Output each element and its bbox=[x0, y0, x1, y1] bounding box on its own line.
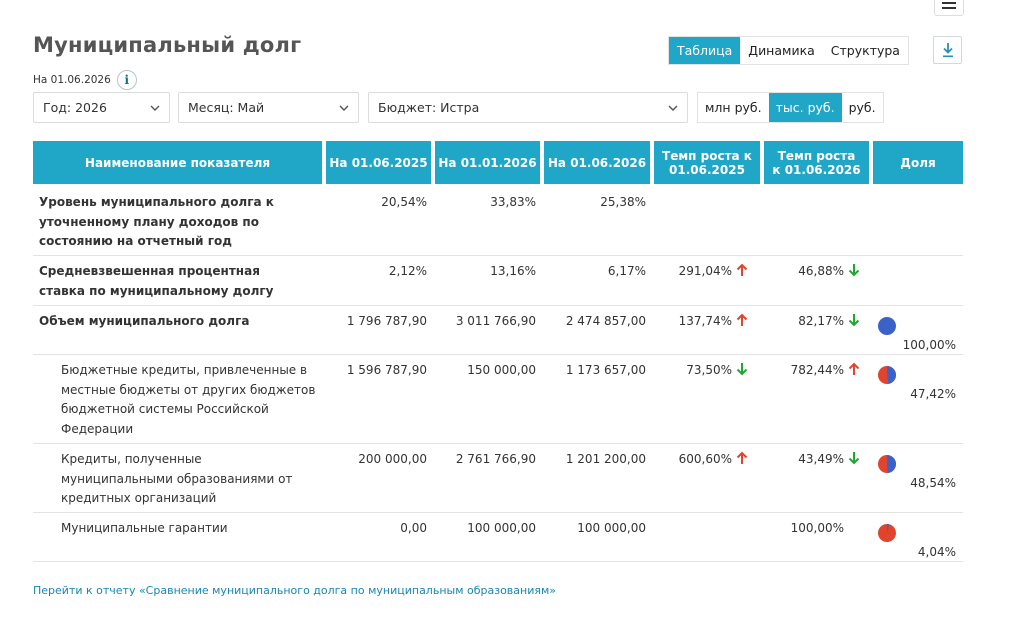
growth-value: 100,00% bbox=[790, 521, 844, 535]
menu-button[interactable] bbox=[934, 0, 964, 16]
indicator-name: Уровень муниципального долга к уточненно… bbox=[39, 195, 274, 248]
value-cell: 2,12% bbox=[388, 264, 427, 278]
download-icon bbox=[942, 43, 953, 58]
header-2025: На 01.06.2025 bbox=[326, 141, 431, 184]
growth-cell: 600,60% bbox=[644, 450, 748, 470]
month-select[interactable]: Месяц: Май bbox=[178, 92, 359, 123]
indicator-name: Муниципальные гарантии bbox=[61, 521, 228, 535]
row-divider bbox=[33, 255, 963, 256]
row-divider bbox=[33, 305, 963, 306]
arrow-down-icon bbox=[848, 314, 860, 327]
row-divider bbox=[33, 512, 963, 513]
unit-million[interactable]: млн руб. bbox=[698, 93, 769, 122]
value-cell: 150 000,00 bbox=[467, 363, 536, 377]
growth-value: 46,88% bbox=[798, 264, 844, 278]
unit-thousand[interactable]: тыс. руб. bbox=[768, 93, 842, 122]
growth-value: 137,74% bbox=[678, 314, 732, 328]
growth-cell: 43,49% bbox=[756, 450, 860, 470]
indicator-name: Кредиты, полученные муниципальными образ… bbox=[61, 452, 293, 505]
share-value: 47,42% bbox=[910, 387, 956, 401]
growth-cell: 137,74% bbox=[644, 312, 748, 332]
header-growth-1: Темп роста к 01.06.2025 bbox=[654, 141, 760, 184]
value-cell: 1 796 787,90 bbox=[346, 314, 427, 328]
chevron-down-icon bbox=[339, 105, 349, 111]
share-value: 4,04% bbox=[917, 545, 956, 559]
value-cell: 100 000,00 bbox=[577, 521, 646, 535]
arrow-up-icon bbox=[736, 313, 748, 326]
value-cell: 1 173 657,00 bbox=[565, 363, 646, 377]
header-2026-jun: На 01.06.2026 bbox=[544, 141, 650, 184]
download-button[interactable] bbox=[933, 36, 962, 64]
indicator-name: Бюджетные кредиты, привлеченные в местны… bbox=[61, 363, 316, 436]
value-cell: 2 474 857,00 bbox=[565, 314, 646, 328]
share-pie-icon bbox=[878, 455, 896, 473]
growth-value: 600,60% bbox=[678, 452, 732, 466]
tab-structure[interactable]: Структура bbox=[822, 37, 908, 64]
growth-cell: 73,50% bbox=[644, 361, 748, 381]
year-select-value: Год: 2026 bbox=[43, 100, 107, 115]
growth-cell: 46,88% bbox=[756, 262, 860, 282]
growth-value: 43,49% bbox=[798, 452, 844, 466]
page-title: Муниципальный долг bbox=[33, 33, 302, 57]
info-icon[interactable]: i bbox=[116, 70, 137, 90]
arrow-up-icon bbox=[848, 362, 860, 375]
share-pie-icon bbox=[878, 317, 896, 335]
row-divider bbox=[33, 561, 963, 562]
value-cell: 25,38% bbox=[600, 195, 646, 209]
share-pie-icon bbox=[878, 366, 896, 384]
year-select[interactable]: Год: 2026 bbox=[33, 92, 170, 123]
growth-cell: 100,00% bbox=[756, 519, 860, 539]
header-share: Доля bbox=[873, 141, 963, 184]
budget-select[interactable]: Бюджет: Истра bbox=[368, 92, 688, 123]
hamburger-icon bbox=[942, 2, 956, 9]
value-cell: 20,54% bbox=[381, 195, 427, 209]
arrow-up-icon bbox=[736, 451, 748, 464]
arrow-up-icon bbox=[736, 263, 748, 276]
report-date-label: На 01.06.2026 bbox=[33, 74, 111, 86]
arrow-down-icon bbox=[736, 363, 748, 376]
value-cell: 1 201 200,00 bbox=[565, 452, 646, 466]
value-cell: 13,16% bbox=[490, 264, 536, 278]
share-value: 48,54% bbox=[910, 476, 956, 490]
compare-report-link[interactable]: Перейти к отчету «Сравнение муниципально… bbox=[33, 584, 557, 597]
growth-cell: 82,17% bbox=[756, 312, 860, 332]
growth-value: 73,50% bbox=[686, 363, 732, 377]
budget-select-value: Бюджет: Истра bbox=[378, 100, 480, 115]
month-select-value: Месяц: Май bbox=[188, 100, 265, 115]
arrow-down-icon bbox=[848, 452, 860, 465]
view-tabs: Таблица Динамика Структура bbox=[668, 36, 909, 65]
value-cell: 100 000,00 bbox=[467, 521, 536, 535]
value-cell: 33,83% bbox=[490, 195, 536, 209]
row-divider bbox=[33, 354, 963, 355]
arrow-down-icon bbox=[848, 264, 860, 277]
value-cell: 2 761 766,90 bbox=[455, 452, 536, 466]
chevron-down-icon bbox=[150, 105, 160, 111]
tab-table[interactable]: Таблица bbox=[669, 37, 741, 64]
header-name: Наименование показателя bbox=[33, 141, 322, 184]
share-pie-icon bbox=[878, 524, 896, 542]
value-cell: 3 011 766,90 bbox=[455, 314, 536, 328]
growth-cell: 291,04% bbox=[644, 262, 748, 282]
growth-value: 82,17% bbox=[798, 314, 844, 328]
value-cell: 200 000,00 bbox=[358, 452, 427, 466]
growth-value: 291,04% bbox=[678, 264, 732, 278]
growth-value: 782,44% bbox=[790, 363, 844, 377]
value-cell: 6,17% bbox=[607, 264, 646, 278]
unit-ruble[interactable]: руб. bbox=[841, 93, 883, 122]
growth-cell: 782,44% bbox=[756, 361, 860, 381]
tab-dynamics[interactable]: Динамика bbox=[740, 37, 823, 64]
header-2026-jan: На 01.01.2026 bbox=[435, 141, 540, 184]
value-cell: 1 596 787,90 bbox=[346, 363, 427, 377]
value-cell: 0,00 bbox=[400, 521, 427, 535]
indicator-name: Средневзвешенная процентная ставка по му… bbox=[39, 264, 274, 298]
header-growth-2: Темп роста к 01.06.2026 bbox=[764, 141, 869, 184]
chevron-down-icon bbox=[668, 105, 678, 111]
indicator-name: Объем муниципального долга bbox=[39, 314, 250, 328]
row-divider bbox=[33, 443, 963, 444]
share-value: 100,00% bbox=[902, 338, 956, 352]
unit-switcher: млн руб. тыс. руб. руб. bbox=[697, 92, 884, 123]
report-date: На 01.06.2026 i bbox=[33, 70, 137, 90]
